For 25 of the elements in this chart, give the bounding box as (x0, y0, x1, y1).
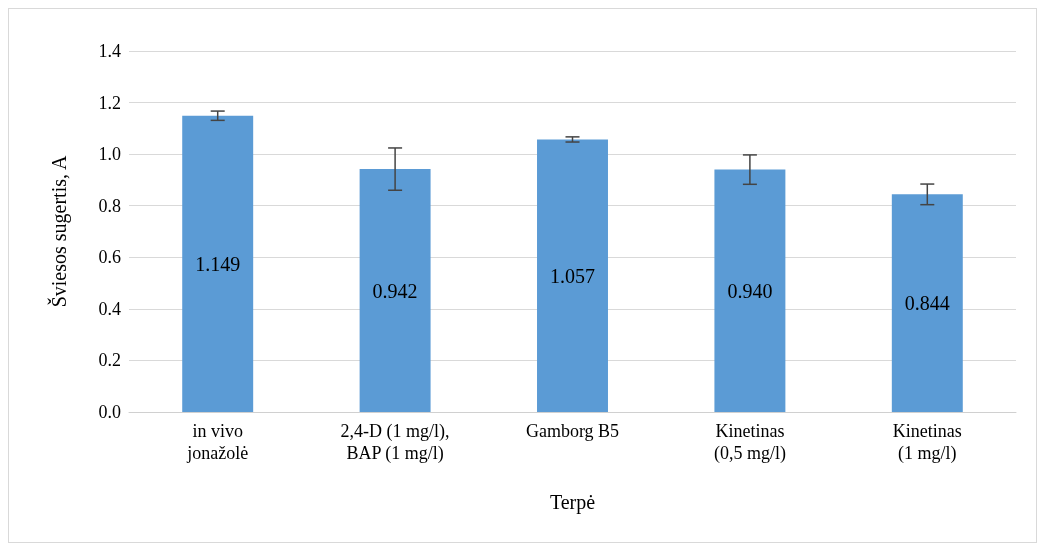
x-tick-label: Kinetinas (1 mg/l) (892, 421, 962, 464)
y-tick-label: 0.8 (98, 195, 121, 216)
x-tick-label: Kinetinas (0,5 mg/l) (713, 421, 786, 464)
data-label: 1.057 (550, 264, 595, 287)
y-tick-label: 1.0 (98, 144, 121, 165)
y-tick-label: 1.4 (98, 41, 121, 61)
y-tick-label: 0.0 (98, 402, 121, 422)
x-tick-label: in vivo jonažolė (186, 421, 249, 463)
bar (891, 194, 963, 412)
y-tick-label: 1.2 (98, 92, 121, 113)
x-tick-label: 2,4-D (1 mg/l), BAP (1 mg/l) (340, 421, 450, 464)
x-axis-title: Terpė (549, 491, 596, 514)
data-label: 1.149 (195, 252, 241, 275)
data-label: 0.844 (904, 292, 950, 315)
bar (182, 115, 254, 412)
y-tick-label: 0.4 (98, 298, 121, 319)
bar (537, 139, 608, 412)
x-tick-label: Gamborg B5 (525, 421, 620, 441)
data-label: 0.942 (372, 279, 418, 302)
data-label: 0.940 (727, 279, 773, 302)
bar (359, 169, 431, 412)
y-tick-label: 0.6 (98, 247, 121, 268)
y-axis-title: Šviesos sugertis, A (47, 155, 71, 308)
y-tick-label: 0.2 (98, 350, 121, 371)
bar (714, 169, 786, 412)
